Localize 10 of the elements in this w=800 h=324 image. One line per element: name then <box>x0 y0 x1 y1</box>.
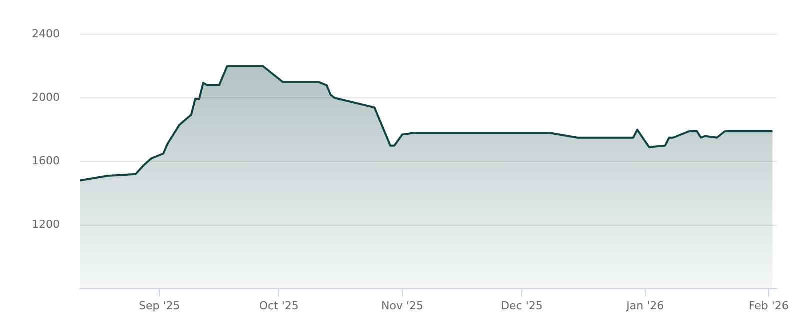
y-tick-label: 2000 <box>32 91 60 104</box>
x-tick-label: Oct '25 <box>259 299 299 312</box>
y-tick-label: 1600 <box>32 154 60 168</box>
y-tick-label: 2400 <box>32 27 60 40</box>
y-tick-label: 1200 <box>32 218 60 232</box>
x-tick-label: Feb '26 <box>748 299 789 312</box>
x-tick-label: Dec '25 <box>501 299 543 312</box>
x-tick-label: Jan '26 <box>626 299 664 312</box>
x-tick-label: Sep '25 <box>139 299 180 312</box>
x-tick-label: Nov '25 <box>382 299 424 312</box>
